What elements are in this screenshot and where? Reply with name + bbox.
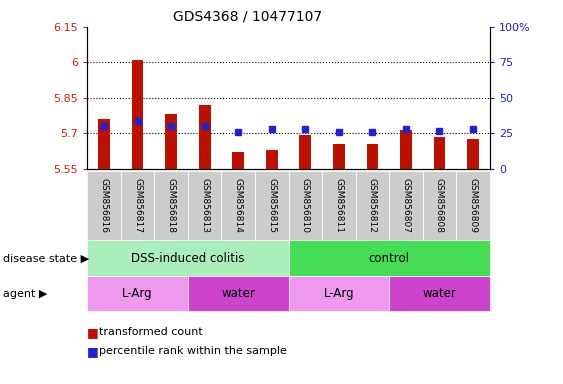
Text: L-Arg: L-Arg: [324, 287, 354, 300]
Bar: [367, 144, 378, 169]
Text: water: water: [221, 287, 255, 300]
Text: transformed count: transformed count: [99, 327, 202, 337]
Bar: [266, 150, 278, 169]
Text: GSM856816: GSM856816: [100, 178, 109, 233]
Text: agent ▶: agent ▶: [3, 289, 47, 299]
Text: GSM856809: GSM856809: [468, 178, 477, 233]
Bar: [98, 119, 110, 169]
Bar: [400, 130, 412, 169]
Text: control: control: [369, 252, 410, 265]
Text: GSM856817: GSM856817: [133, 178, 142, 233]
Text: GSM856807: GSM856807: [401, 178, 410, 233]
Bar: [233, 152, 244, 169]
Text: GSM856810: GSM856810: [301, 178, 310, 233]
Text: disease state ▶: disease state ▶: [3, 253, 89, 263]
Text: DSS-induced colitis: DSS-induced colitis: [131, 252, 245, 265]
Text: GSM856818: GSM856818: [167, 178, 176, 233]
Text: GSM856808: GSM856808: [435, 178, 444, 233]
Bar: [333, 144, 345, 169]
Text: GSM856811: GSM856811: [334, 178, 343, 233]
Bar: [434, 137, 445, 169]
Bar: [132, 60, 144, 169]
Text: GDS4368 / 10477107: GDS4368 / 10477107: [173, 10, 322, 23]
Text: GSM856815: GSM856815: [267, 178, 276, 233]
Text: L-Arg: L-Arg: [122, 287, 153, 300]
Text: GSM856812: GSM856812: [368, 178, 377, 233]
Text: GSM856814: GSM856814: [234, 178, 243, 233]
Bar: [467, 139, 479, 169]
Bar: [199, 105, 211, 169]
Bar: [166, 114, 177, 169]
Text: GSM856813: GSM856813: [200, 178, 209, 233]
Text: percentile rank within the sample: percentile rank within the sample: [99, 346, 287, 356]
Text: water: water: [423, 287, 457, 300]
Bar: [300, 135, 311, 169]
Text: ■: ■: [87, 345, 99, 358]
Text: ■: ■: [87, 326, 99, 339]
